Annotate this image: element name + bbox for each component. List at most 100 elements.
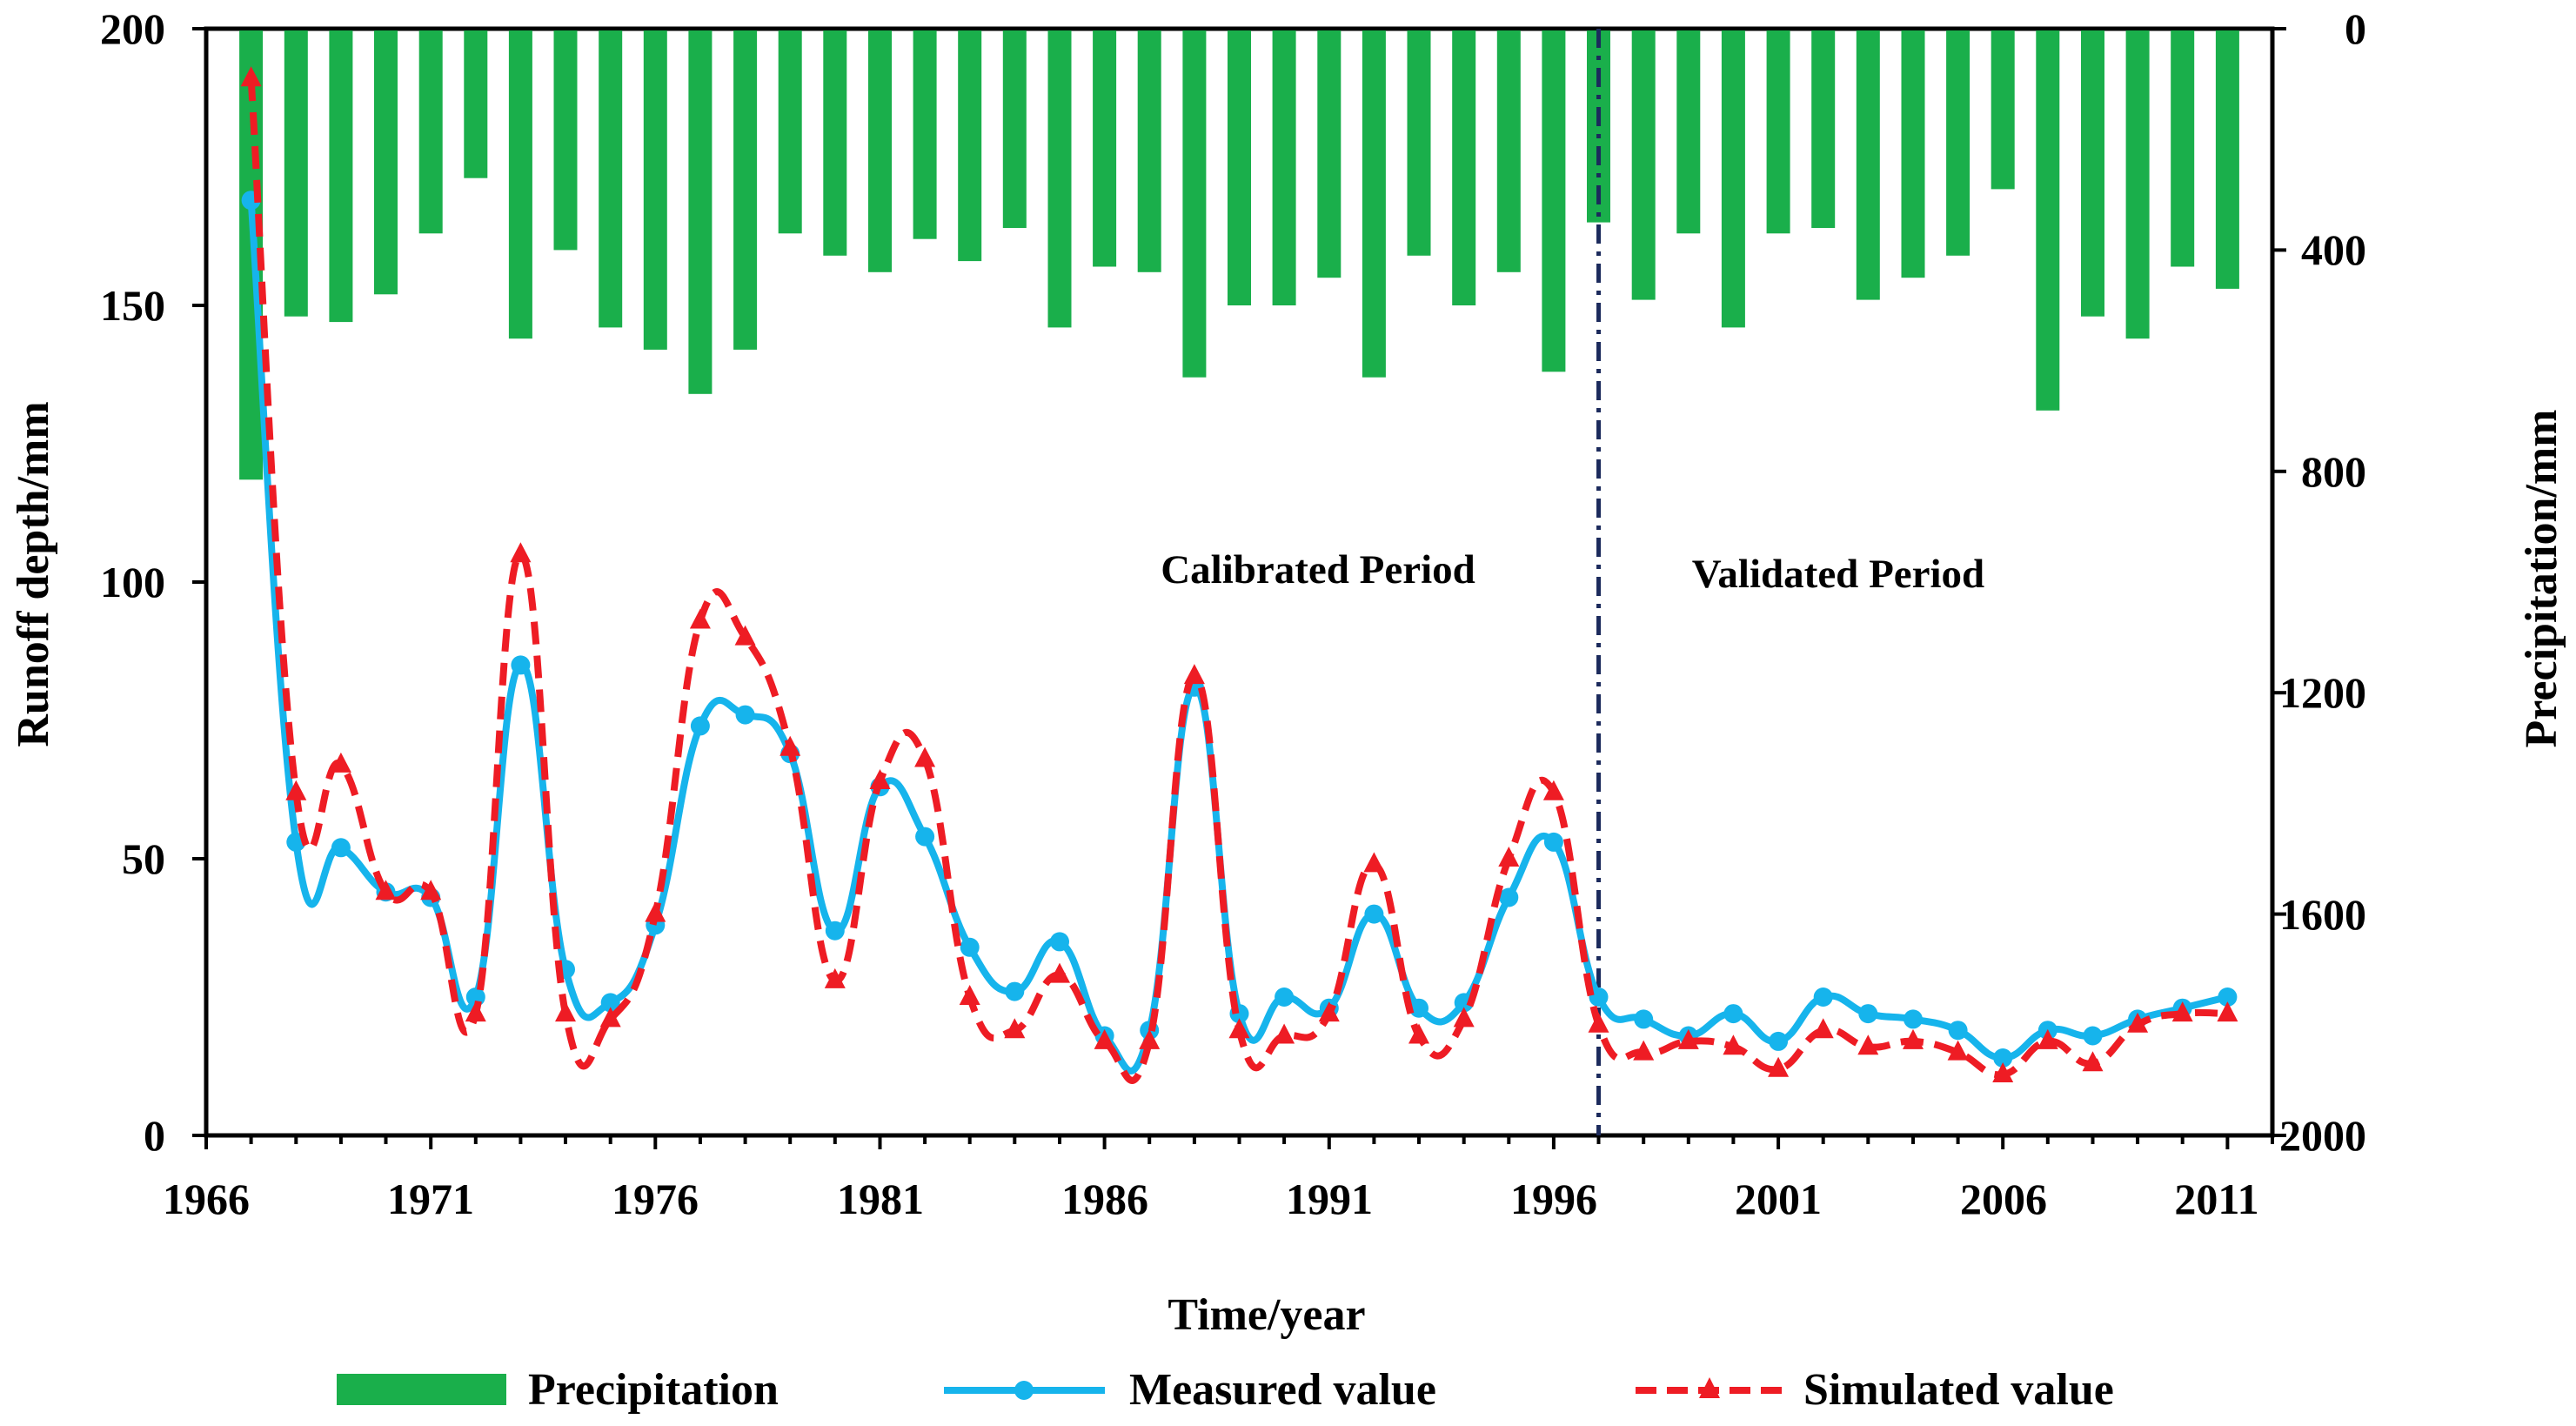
legend-precipitation-label: Precipitation [528, 1365, 779, 1415]
precipitation-bar [464, 30, 488, 178]
y-left-tick-labels: 0 50 100 150 200 [100, 4, 165, 1160]
legend-precipitation-swatch [337, 1374, 506, 1405]
precipitation-bar [1317, 30, 1342, 278]
measured-point [1769, 1031, 1789, 1051]
legend-simulated-label: Simulated value [1803, 1365, 2114, 1415]
measured-point [1634, 1009, 1654, 1029]
measured-point [1454, 993, 1474, 1013]
simulated-point [645, 901, 666, 922]
simulated-point [465, 1001, 486, 1022]
simulated-series [240, 66, 2238, 1084]
y-right-tick-label: 800 [2301, 447, 2366, 496]
simulated-point [2037, 1028, 2058, 1049]
simulated-point [1094, 1028, 1115, 1049]
y-right-tick-label: 400 [2301, 225, 2366, 274]
measured-series [241, 191, 2238, 1075]
precipitation-bar [374, 30, 398, 295]
precipitation-bar [1362, 30, 1386, 378]
simulated-point [510, 542, 532, 563]
precipitation-bar [1542, 30, 1566, 372]
legend-simulated-marker [1699, 1377, 1720, 1398]
simulated-point [824, 967, 846, 988]
simulated-point [1408, 1023, 1429, 1044]
precipitation-bar [1272, 30, 1296, 305]
precipitation-bar [1811, 30, 1836, 228]
simulated-point [1857, 1034, 1879, 1055]
x-tick-label: 1986 [1061, 1175, 1148, 1223]
simulated-point [914, 746, 936, 767]
simulated-point [1588, 1012, 1609, 1033]
simulated-point [869, 769, 891, 789]
simulated-point [689, 608, 711, 629]
measured-point [690, 716, 710, 736]
precipitation-bar [823, 30, 847, 256]
simulated-point [1723, 1034, 1744, 1055]
measured-point [735, 705, 755, 725]
measured-point [1589, 987, 1609, 1007]
measured-line [247, 199, 2229, 1075]
y-left-tick-label: 100 [100, 558, 165, 606]
precipitation-bar [2125, 30, 2150, 339]
precipitation-bar [1002, 30, 1027, 228]
simulated-point [779, 735, 801, 756]
simulated-point [1453, 1007, 1475, 1028]
precipitation-bar [508, 30, 532, 339]
x-tick-label: 2011 [2174, 1175, 2258, 1223]
measured-point [600, 993, 620, 1013]
simulated-point [1812, 1018, 1834, 1039]
measured-point [1904, 1009, 1923, 1029]
simulated-point [1633, 1040, 1655, 1061]
y-left-tick-label: 200 [100, 4, 165, 53]
simulated-point [1049, 962, 1070, 983]
measured-point [825, 921, 845, 941]
measured-point [1948, 1021, 1968, 1041]
simulated-point [1228, 1018, 1250, 1039]
simulated-point [2217, 1001, 2238, 1022]
simulated-point [1542, 780, 1564, 800]
simulated-point [555, 1001, 576, 1022]
precipitation-bar [688, 30, 713, 394]
measured-point [331, 838, 351, 858]
measured-point [1813, 987, 1833, 1007]
precipitation-bar [1496, 30, 1521, 272]
simulated-point [1274, 1023, 1295, 1044]
simulated-point [1004, 1018, 1026, 1039]
validated-period-label: Validated Period [1692, 552, 1984, 597]
measured-point [1723, 1004, 1743, 1024]
simulated-point [734, 625, 756, 646]
simulated-point [1677, 1028, 1699, 1049]
calibrated-period-label: Calibrated Period [1161, 547, 1475, 592]
precipitation-bar [1631, 30, 1656, 300]
simulated-point [1139, 1028, 1161, 1049]
simulated-point [2171, 1001, 2193, 1022]
legend-measured-label: Measured value [1129, 1365, 1436, 1415]
precipitation-bar [599, 30, 623, 328]
simulated-point [2082, 1051, 2104, 1072]
precipitation-bar [1766, 30, 1790, 234]
x-tick-label: 1976 [612, 1175, 699, 1223]
x-tick-label: 1991 [1286, 1175, 1373, 1223]
measured-point [1543, 832, 1563, 852]
simulated-point [1183, 664, 1205, 685]
precipitation-bar [1407, 30, 1431, 256]
measured-point [2218, 987, 2238, 1007]
simulated-point [285, 780, 307, 800]
precipitation-bar [778, 30, 802, 234]
x-tick-label: 1971 [387, 1175, 474, 1223]
precipitation-bar [868, 30, 892, 272]
measured-point [1409, 998, 1429, 1018]
precipitation-bar [1137, 30, 1161, 272]
measured-point [1499, 887, 1519, 907]
y-right-tick-label: 1200 [2279, 668, 2366, 717]
precipitation-bar [1721, 30, 1745, 328]
precipitation-bar [2036, 30, 2060, 411]
x-tick-label: 1981 [837, 1175, 924, 1223]
precipitation-bar [1047, 30, 1072, 328]
measured-point [960, 937, 980, 957]
simulated-point [2127, 1012, 2149, 1033]
precipitation-bar [1182, 30, 1207, 378]
precipitation-bar [1452, 30, 1476, 305]
precipitation-bar [553, 30, 578, 251]
measured-point [915, 827, 935, 847]
